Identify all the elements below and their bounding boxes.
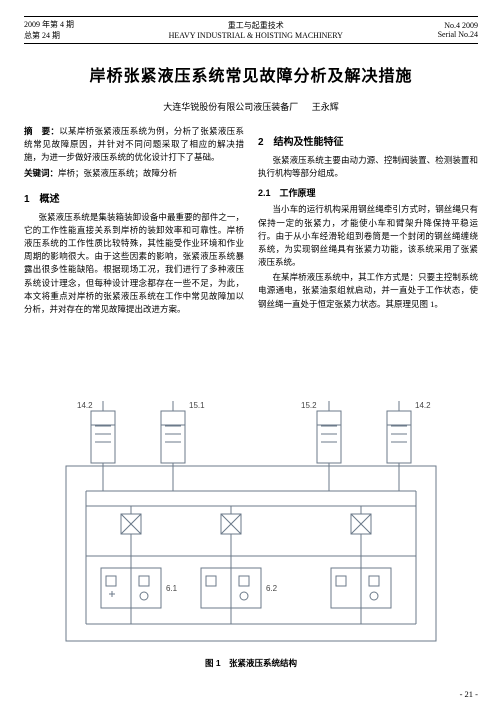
section-1-heading: 1 概述 xyxy=(24,190,244,205)
abstract-label: 摘 要： xyxy=(24,126,59,136)
author: 王永辉 xyxy=(312,102,339,112)
page-header: 2009 年第 4 期 总第 24 期 重工与起重技术 HEAVY INDUST… xyxy=(24,16,478,44)
abstract: 摘 要：以某岸桥张紧液压系统为例，分析了张紧液压系统常见故障原因，并针对不同问题… xyxy=(24,125,244,165)
fig-label-3: 15.2 xyxy=(301,401,317,410)
fig-block-label-2: 6.2 xyxy=(266,584,278,593)
left-column: 摘 要：以某岸桥张紧液压系统为例，分析了张紧液压系统常见故障原因，并针对不同问题… xyxy=(24,123,244,316)
section-1-para: 张紧液压系统是集装箱装卸设备中最重要的部件之一，它的工作性能直接关系到岸桥的装卸… xyxy=(24,211,244,316)
figure-1: 14.2 15.1 15.2 14.2 6.1 6.2 图 1 张紧液压系统结构 xyxy=(24,396,478,669)
fig-label-1: 14.2 xyxy=(77,401,93,410)
header-left-bottom: 总第 24 期 xyxy=(24,30,74,41)
header-left: 2009 年第 4 期 总第 24 期 xyxy=(24,19,74,41)
header-right-top: No.4 2009 xyxy=(438,21,478,30)
fig-label-2: 15.1 xyxy=(189,401,205,410)
section-2-heading: 2 结构及性能特征 xyxy=(258,133,478,148)
header-center-bottom: HEAVY INDUSTRIAL & HOISTING MACHINERY xyxy=(169,31,343,40)
header-center: 重工与起重技术 HEAVY INDUSTRIAL & HOISTING MACH… xyxy=(169,20,343,40)
section-21-heading: 2.1 工作原理 xyxy=(258,186,478,199)
author-line: 大连华锐股份有限公司液压装备厂 王永辉 xyxy=(24,100,478,113)
keywords: 关键词：岸桥；张紧液压系统；故障分析 xyxy=(24,167,244,180)
figure-1-caption: 图 1 张紧液压系统结构 xyxy=(24,657,478,669)
page-title: 岸桥张紧液压系统常见故障分析及解决措施 xyxy=(24,62,478,86)
page-number: - 21 - xyxy=(460,689,478,699)
affiliation: 大连华锐股份有限公司液压装备厂 xyxy=(163,102,298,112)
header-right-bottom: Serial No.24 xyxy=(438,30,478,39)
keywords-text: 岸桥；张紧液压系统；故障分析 xyxy=(58,168,177,178)
figure-1-diagram: 14.2 15.1 15.2 14.2 6.1 6.2 xyxy=(41,396,461,651)
section-21-para1: 当小车的运行机构采用钢丝绳牵引方式时，钢丝绳只有保持一定的张紧力，才能使小车和臂… xyxy=(258,203,478,269)
right-column: 2 结构及性能特征 张紧液压系统主要由动力源、控制阀装置、检测装置和执行机构等部… xyxy=(258,123,478,316)
fig-block-label-1: 6.1 xyxy=(166,584,178,593)
header-right: No.4 2009 Serial No.24 xyxy=(438,21,478,39)
header-left-top: 2009 年第 4 期 xyxy=(24,19,74,30)
keywords-label: 关键词： xyxy=(24,168,58,178)
section-2-intro: 张紧液压系统主要由动力源、控制阀装置、检测装置和执行机构等部分组成。 xyxy=(258,154,478,180)
section-21-para2: 在某岸桥液压系统中，其工作方式是：只要主控制系统电源通电，张紧油泵组就启动，并一… xyxy=(258,271,478,311)
header-center-top: 重工与起重技术 xyxy=(169,20,343,31)
body-columns: 摘 要：以某岸桥张紧液压系统为例，分析了张紧液压系统常见故障原因，并针对不同问题… xyxy=(24,123,478,316)
fig-label-4: 14.2 xyxy=(415,401,431,410)
